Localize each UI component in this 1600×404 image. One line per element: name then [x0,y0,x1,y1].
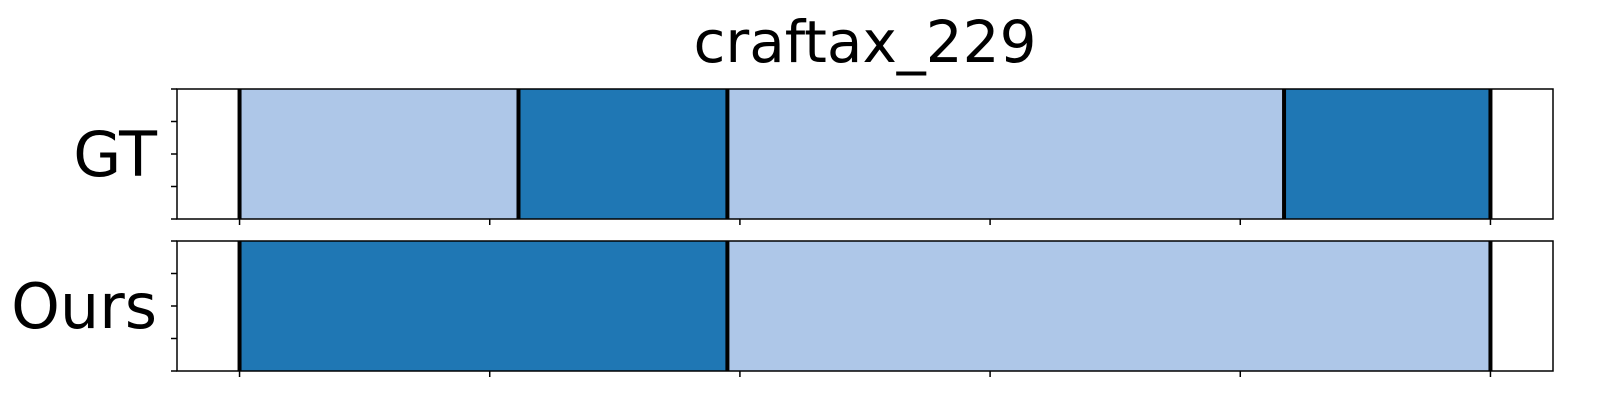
row-ours: Ours [11,240,1554,377]
chart-title: craftax_229 [694,8,1037,76]
segment-gt-2 [727,89,1285,219]
row-label: Ours [11,270,157,343]
rows-group: GT Ours [11,88,1554,377]
row-gt: GT [73,88,1554,225]
segment-ours-1 [727,241,1491,371]
segment-gt-3 [1284,89,1491,219]
segment-ours-0 [239,241,728,371]
row-label: GT [73,118,158,191]
segment-gt-1 [518,89,728,219]
segment-gt-0 [239,89,519,219]
